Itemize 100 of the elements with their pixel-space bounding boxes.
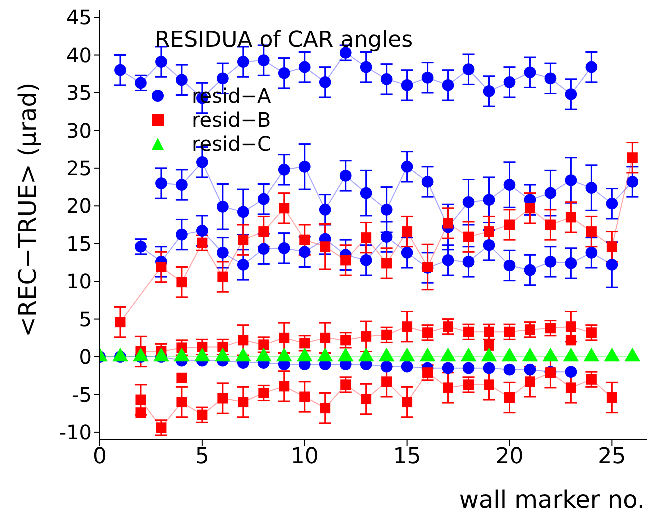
point	[401, 360, 414, 373]
point	[464, 380, 474, 390]
point	[197, 238, 208, 248]
point	[361, 394, 372, 405]
x-tick-label: 10	[290, 444, 319, 470]
point	[320, 403, 331, 414]
point	[300, 234, 310, 246]
point	[360, 61, 372, 74]
y-tick-label: 15	[66, 232, 92, 256]
point	[360, 254, 372, 266]
point	[279, 332, 290, 344]
x-axis-title: wall marker no.	[459, 486, 645, 510]
point	[319, 76, 332, 88]
y-tick-label: 0	[79, 345, 92, 370]
point	[278, 242, 290, 254]
point	[483, 362, 496, 374]
point	[156, 422, 167, 434]
point	[217, 72, 229, 85]
point	[196, 225, 208, 237]
point	[402, 322, 413, 332]
point	[258, 226, 270, 238]
point	[422, 176, 434, 188]
point	[422, 368, 434, 378]
point	[196, 156, 208, 168]
point	[442, 80, 454, 92]
y-tick-label: 45	[66, 6, 92, 30]
point	[380, 231, 393, 243]
point	[565, 366, 578, 378]
point	[278, 164, 290, 176]
point	[443, 382, 454, 394]
point	[524, 264, 536, 276]
point	[237, 206, 250, 218]
point	[401, 247, 414, 259]
point	[544, 256, 557, 268]
point	[483, 86, 496, 98]
point	[422, 72, 434, 84]
x-tick-label: 15	[393, 444, 422, 470]
text: RESIDUA of CAR angles	[155, 28, 414, 53]
point	[340, 255, 352, 266]
x-tick-label: 25	[598, 444, 626, 470]
point	[626, 176, 639, 188]
point	[545, 220, 556, 230]
y-tick-label: 10	[66, 270, 92, 294]
point	[298, 61, 311, 74]
point	[524, 376, 536, 388]
point	[462, 196, 475, 208]
y-tick-label: -10	[59, 420, 92, 445]
point	[504, 364, 516, 376]
point	[237, 259, 250, 271]
point	[422, 328, 434, 338]
point	[586, 374, 597, 385]
point	[320, 332, 331, 344]
point	[360, 187, 372, 200]
point	[401, 80, 414, 92]
point	[606, 259, 618, 271]
point	[217, 247, 229, 259]
point	[382, 376, 392, 388]
point	[340, 380, 352, 390]
point	[156, 178, 168, 190]
point	[484, 340, 494, 351]
point	[258, 193, 270, 206]
y-tick-label: 20	[66, 194, 92, 218]
x-tick-label: 5	[195, 444, 210, 470]
legend-label: resid−B	[192, 108, 272, 132]
point	[114, 64, 126, 76]
point	[462, 362, 475, 374]
point	[258, 388, 270, 398]
point	[258, 243, 270, 256]
point	[176, 397, 188, 408]
point	[565, 88, 578, 100]
point	[176, 372, 188, 384]
point	[279, 381, 290, 392]
point	[401, 161, 414, 173]
point	[566, 382, 576, 394]
point	[136, 408, 146, 418]
point	[443, 322, 454, 332]
point	[237, 56, 250, 68]
point	[278, 67, 290, 80]
point	[565, 174, 578, 186]
point	[566, 212, 576, 223]
point	[258, 54, 270, 66]
point	[218, 393, 228, 404]
point	[340, 335, 352, 346]
legend-label: resid−C	[192, 132, 272, 156]
point	[544, 187, 557, 200]
point	[156, 262, 167, 272]
point	[586, 61, 598, 74]
point	[176, 228, 188, 241]
point	[504, 326, 515, 338]
point	[238, 397, 249, 408]
point	[586, 247, 598, 259]
point	[298, 161, 311, 173]
y-tick-label: 25	[66, 156, 92, 181]
point	[217, 200, 229, 213]
point	[279, 203, 290, 214]
point	[586, 328, 597, 338]
y-tick-label: 5	[79, 307, 92, 332]
point	[627, 152, 638, 164]
y-tick-label: 35	[66, 81, 92, 106]
point	[298, 246, 311, 258]
